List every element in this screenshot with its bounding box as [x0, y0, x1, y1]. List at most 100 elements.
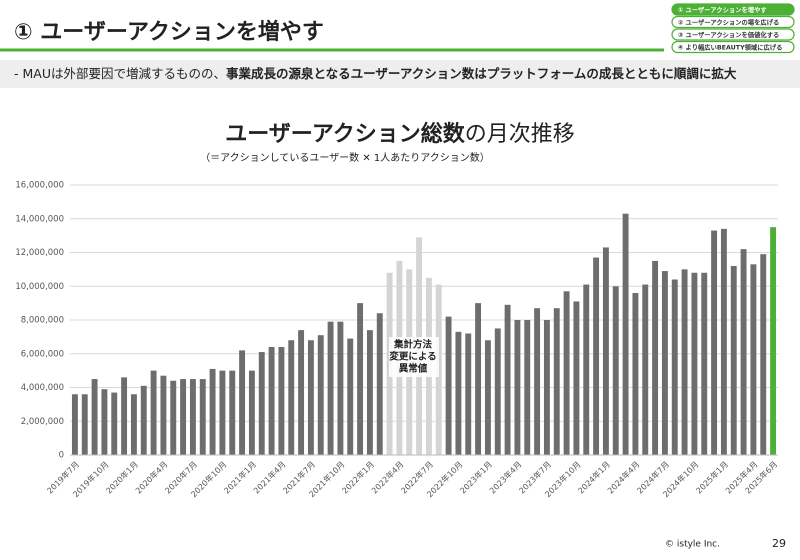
subheading-bold: 事業成長の源泉となるユーザーアクション数はプラットフォームの成長とともに順調に拡… [226, 66, 737, 81]
bar [160, 375, 167, 455]
bar [632, 293, 639, 455]
nav-label: ① ユーザーアクションを増やす [678, 5, 767, 14]
bar [622, 213, 629, 455]
bar [376, 313, 383, 455]
bar [720, 228, 727, 455]
y-tick-label: 4,000,000 [21, 383, 64, 393]
bar [652, 260, 659, 455]
bar [681, 269, 688, 455]
bar [189, 379, 196, 455]
bar [150, 370, 157, 455]
y-tick-label: 6,000,000 [21, 349, 64, 359]
nav-item[interactable] [671, 40, 795, 54]
bar [121, 377, 128, 455]
bar [583, 284, 590, 455]
bar [691, 272, 698, 455]
bar [219, 370, 226, 455]
bar [307, 340, 314, 455]
bar [239, 350, 246, 455]
bar [111, 392, 118, 455]
bar [357, 303, 364, 455]
chart-subtitle: （＝アクションしているユーザー数 ✕ 1人あたりアクション数） [200, 151, 490, 164]
bar [711, 230, 718, 455]
y-tick-label: 14,000,000 [15, 214, 64, 224]
bar [366, 330, 373, 455]
bar [278, 347, 285, 455]
slide-title: ① ユーザーアクションを増やす [14, 19, 324, 45]
y-tick-label: 0 [59, 451, 64, 461]
bar [514, 320, 521, 455]
bar [170, 380, 177, 455]
bar [484, 340, 491, 455]
bar [81, 394, 88, 455]
nav-label: ③ ユーザーアクションを価値化する [678, 30, 779, 39]
bar [573, 301, 580, 455]
bar [593, 257, 600, 455]
bar [288, 340, 295, 455]
bar [494, 328, 501, 455]
bar [91, 379, 98, 455]
nav-item[interactable] [671, 28, 795, 41]
bar [760, 254, 767, 455]
bar [130, 394, 137, 455]
bar [101, 389, 108, 455]
nav-item[interactable] [671, 3, 795, 16]
y-tick-label: 16,000,000 [15, 181, 64, 191]
bar [730, 266, 737, 455]
annotation: 異常値 [399, 363, 428, 375]
bar [563, 291, 570, 455]
chart-title: ユーザーアクション総数の月次推移 [225, 121, 575, 147]
annotation: 変更による [389, 351, 436, 363]
bar [258, 352, 265, 455]
copyright: © istyle Inc. [665, 540, 720, 550]
subheading: - MAUは外部要因で増減するものの、事業成長の源泉となるユーザーアクション数は… [14, 66, 737, 81]
bar [534, 308, 541, 455]
bar [602, 247, 609, 455]
bar [612, 286, 619, 455]
nav-label: ④ より幅広いBEAUTY領域に広げる [678, 42, 782, 51]
subheading-band [0, 60, 800, 88]
bar [543, 320, 550, 455]
bar [740, 249, 747, 455]
bar [298, 330, 305, 455]
nav-label: ② ユーザーアクションの場を広げる [678, 17, 779, 26]
bar [475, 303, 482, 455]
bar [347, 338, 354, 455]
bar [661, 271, 668, 455]
bar [140, 385, 147, 455]
chart-title-main: ユーザーアクション総数 [225, 121, 466, 147]
bar [317, 335, 324, 455]
bar [327, 321, 334, 455]
y-tick-label: 10,000,000 [15, 282, 64, 292]
annotation: 集計方法 [393, 339, 433, 351]
bar [701, 272, 708, 455]
bar [770, 227, 777, 455]
nav-item[interactable] [671, 15, 795, 29]
page-number: 29 [772, 537, 786, 550]
nav: ① ユーザーアクションを増やす ② ユーザーアクションの場を広げる ③ ユーザーアク… [671, 3, 795, 54]
bar [248, 370, 255, 455]
bar [750, 264, 757, 455]
bar [180, 379, 187, 455]
annotation-box [389, 337, 439, 377]
bar [465, 333, 472, 455]
bar [337, 321, 344, 455]
y-tick-label: 2,000,000 [21, 417, 64, 427]
subheading-prefix: - MAUは外部要因で増減するものの、 [14, 66, 226, 81]
bar [268, 347, 275, 455]
y-tick-label: 8,000,000 [21, 316, 64, 326]
bar [524, 320, 531, 455]
y-tick-label: 12,000,000 [15, 248, 64, 258]
bar [553, 308, 560, 455]
bar [504, 304, 511, 455]
bar [199, 379, 206, 455]
bar [71, 394, 78, 455]
bar [642, 284, 649, 455]
chart-title-rest: の月次推移 [465, 122, 575, 147]
bar [671, 279, 678, 455]
bar [229, 370, 236, 455]
bar [455, 331, 462, 455]
bar [445, 316, 452, 455]
bar [209, 368, 216, 455]
